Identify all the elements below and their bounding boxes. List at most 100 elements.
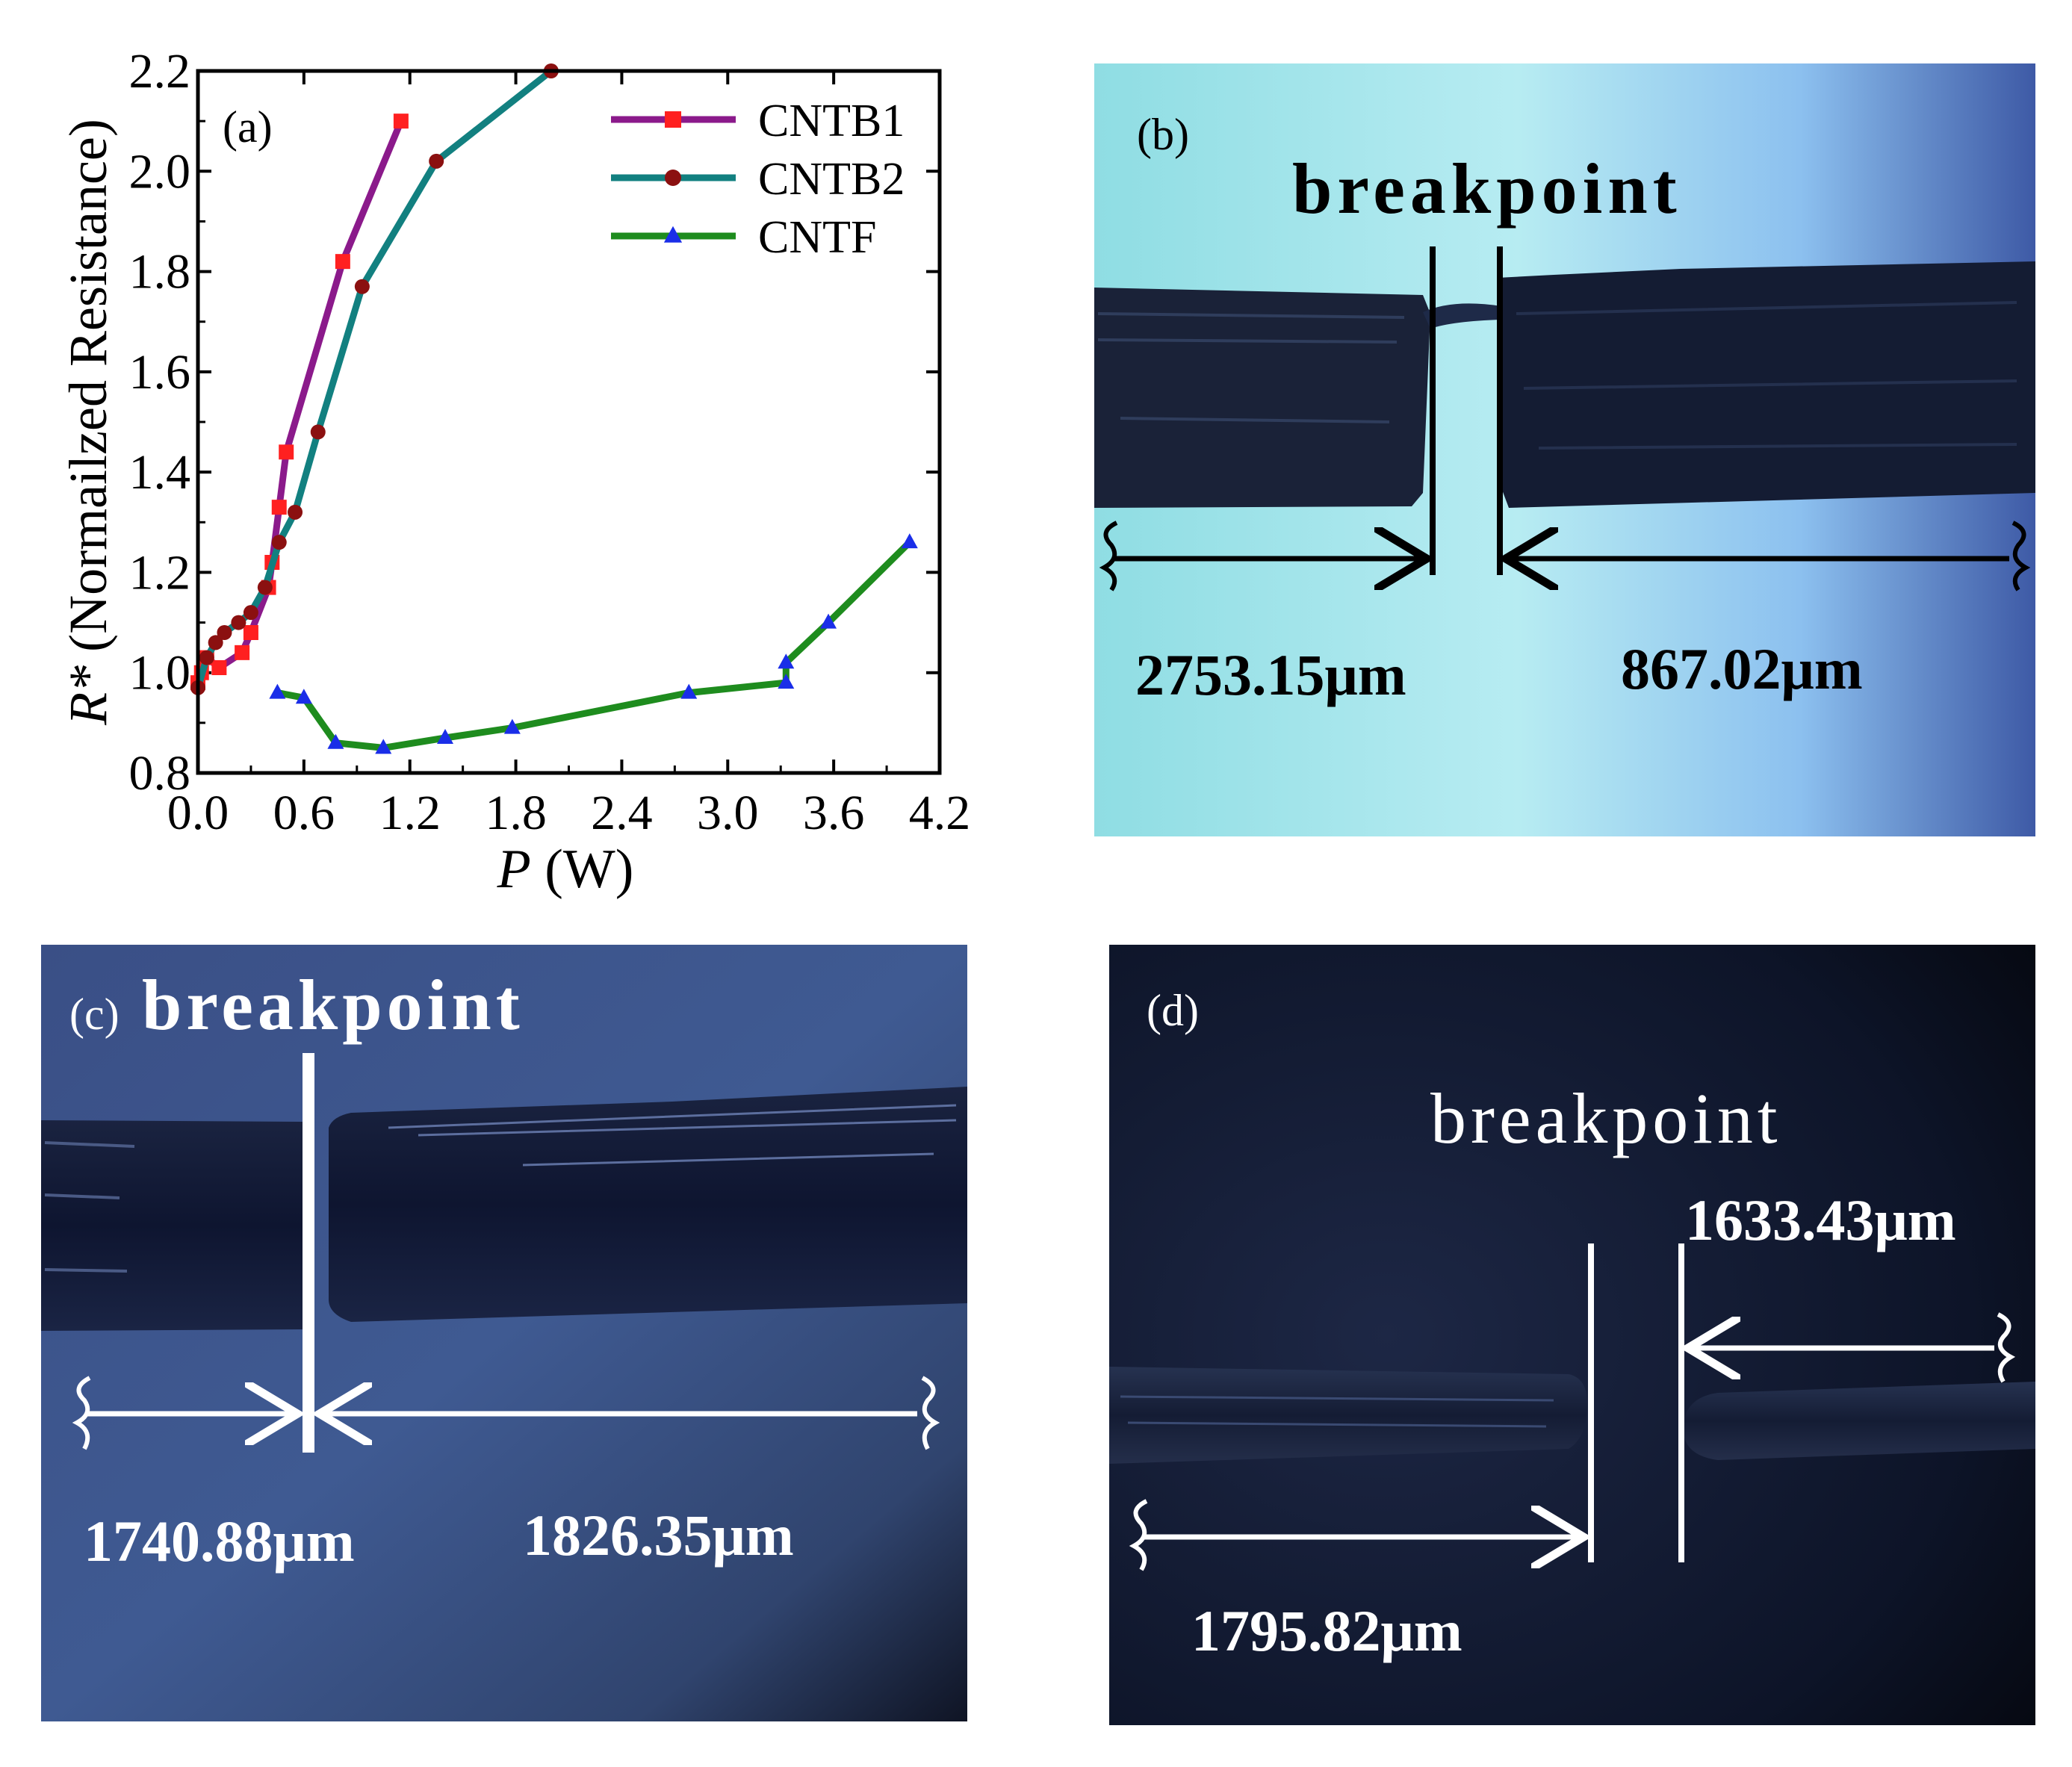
y-tick-label: 2.0: [129, 144, 191, 199]
legend-label: CNTB1: [758, 96, 905, 146]
data-point: [503, 718, 521, 734]
fiber-d-left-texture: [1120, 1395, 1554, 1428]
legend-label: CNTB2: [758, 154, 905, 205]
legend-item-cntb1: CNTB1: [611, 96, 905, 146]
fiber-b-bridge: [1423, 303, 1501, 329]
panel-label-a: (a): [223, 102, 273, 152]
data-point: [354, 279, 370, 294]
x-axis-label: P (W): [497, 839, 634, 900]
x-tick-label: 1.8: [485, 786, 547, 840]
series-layer: [190, 63, 918, 754]
micrograph-d-background: [1109, 945, 2035, 1725]
breakpoint-label-b: breakpoint: [1292, 149, 1682, 229]
tick-labels: 0.0 0.6 1.2 1.8 2.4 3.0 3.6 4.2 0.8 1.0 1.2 1.4 1.6 1…: [129, 44, 971, 840]
data-point: [437, 729, 453, 744]
fiber-d-right: [1684, 1382, 2035, 1460]
data-point: [778, 653, 795, 669]
series-line: [276, 539, 912, 751]
breakpoint-label-d: breakpoint: [1430, 1078, 1782, 1158]
series-cntb2: [190, 63, 559, 695]
data-point: [335, 254, 350, 270]
fiber-c-left-texture: [44, 1141, 135, 1273]
fiber-b-right-texture: [1516, 301, 2017, 450]
brace-b-right: [2011, 521, 2031, 591]
plot-frame: [196, 69, 942, 775]
x-tick-label: 3.0: [697, 786, 759, 840]
micrograph-c-background: [41, 945, 967, 1721]
x-tick-label: 4.2: [909, 786, 971, 840]
data-point: [243, 605, 258, 621]
data-point: [778, 674, 795, 689]
y-tick-label: 0.8: [129, 746, 191, 801]
data-point: [211, 660, 227, 675]
chart-panel-a: 0.0 0.6 1.2 1.8 2.4 3.0 3.6 4.2 0.8 1.0 1.2 1.4 1.6 1…: [58, 44, 970, 900]
data-point: [271, 500, 287, 515]
data-point: [820, 613, 837, 629]
data-point: [231, 615, 246, 630]
data-point: [310, 424, 326, 440]
data-point: [901, 533, 918, 549]
y-tick-label: 1.0: [129, 646, 191, 701]
legend-label: CNTF: [758, 212, 876, 263]
data-point: [288, 504, 303, 520]
y-tick-label: 2.2: [129, 44, 191, 99]
micrograph-panel-b: (b) breakpoint 2753.15μm 867.02μm: [1094, 63, 2035, 836]
data-point: [665, 170, 681, 186]
x-tick-label: 1.2: [379, 786, 441, 840]
y-tick-label: 1.8: [129, 245, 191, 299]
series-line: [194, 68, 553, 689]
data-point: [208, 635, 223, 650]
legend-item-cntb2: CNTB2: [611, 154, 905, 205]
x-tick-label: 0.6: [273, 786, 335, 840]
fiber-c-right-texture: [388, 1104, 957, 1167]
brace-c-right: [921, 1376, 940, 1450]
data-point: [680, 683, 698, 699]
breakpoint-label-c: breakpoint: [142, 965, 524, 1045]
length-label-b-right: 867.02μm: [1621, 636, 1863, 701]
length-label-c-left: 1740.88μm: [84, 1509, 355, 1574]
series-cntb1: [190, 114, 409, 691]
data-point: [271, 535, 287, 550]
series-cntf: [269, 533, 918, 754]
micrograph-panel-d: (d) breakpoint 1633.43μm 1795.82μm: [1109, 945, 2035, 1725]
data-point: [429, 153, 444, 169]
data-point: [663, 226, 683, 243]
data-point: [243, 625, 258, 640]
y-tick-label: 1.4: [129, 445, 191, 500]
y-tick-label: 1.6: [129, 345, 191, 400]
micrograph-panel-c: (c) breakpoint 1740.88μm 1826.35μm: [41, 945, 967, 1721]
legend-item-cntf: CNTF: [611, 212, 876, 263]
length-label-c-right: 1826.35μm: [523, 1503, 794, 1568]
data-point: [295, 689, 312, 704]
data-point: [375, 739, 392, 754]
brace-c-left: [72, 1376, 91, 1450]
panel-label-b: (b): [1137, 110, 1189, 159]
x-tick-label: 0.0: [167, 786, 229, 840]
fiber-b-left-texture: [1097, 312, 1405, 423]
data-point: [269, 683, 286, 699]
length-label-d-left: 1795.82μm: [1191, 1598, 1463, 1663]
y-tick-label: 1.2: [129, 545, 191, 600]
panel-label-d: (d): [1147, 986, 1199, 1035]
data-point: [393, 114, 409, 129]
brace-d-left: [1129, 1499, 1148, 1571]
data-point: [279, 444, 294, 460]
length-label-b-left: 2753.15μm: [1135, 642, 1406, 707]
y-axis-label: R* (Normailzed Resistance): [58, 119, 118, 726]
data-point: [257, 580, 273, 595]
data-point: [327, 733, 344, 749]
data-point: [199, 650, 214, 665]
data-point: [217, 625, 232, 640]
brace-d-right: [1997, 1312, 2016, 1383]
brace-b-left: [1099, 521, 1118, 591]
fiber-d-left: [1109, 1367, 1587, 1464]
data-point: [235, 645, 250, 660]
length-label-d-right: 1633.43μm: [1685, 1187, 1956, 1252]
fiber-c-left: [41, 1120, 305, 1331]
legend: CNTB1 CNTB2 CNTF: [611, 96, 905, 263]
fiber-b-left: [1094, 288, 1430, 508]
fiber-c-right: [329, 1087, 967, 1322]
panel-label-c: (c): [69, 990, 120, 1039]
series-line: [194, 119, 405, 684]
